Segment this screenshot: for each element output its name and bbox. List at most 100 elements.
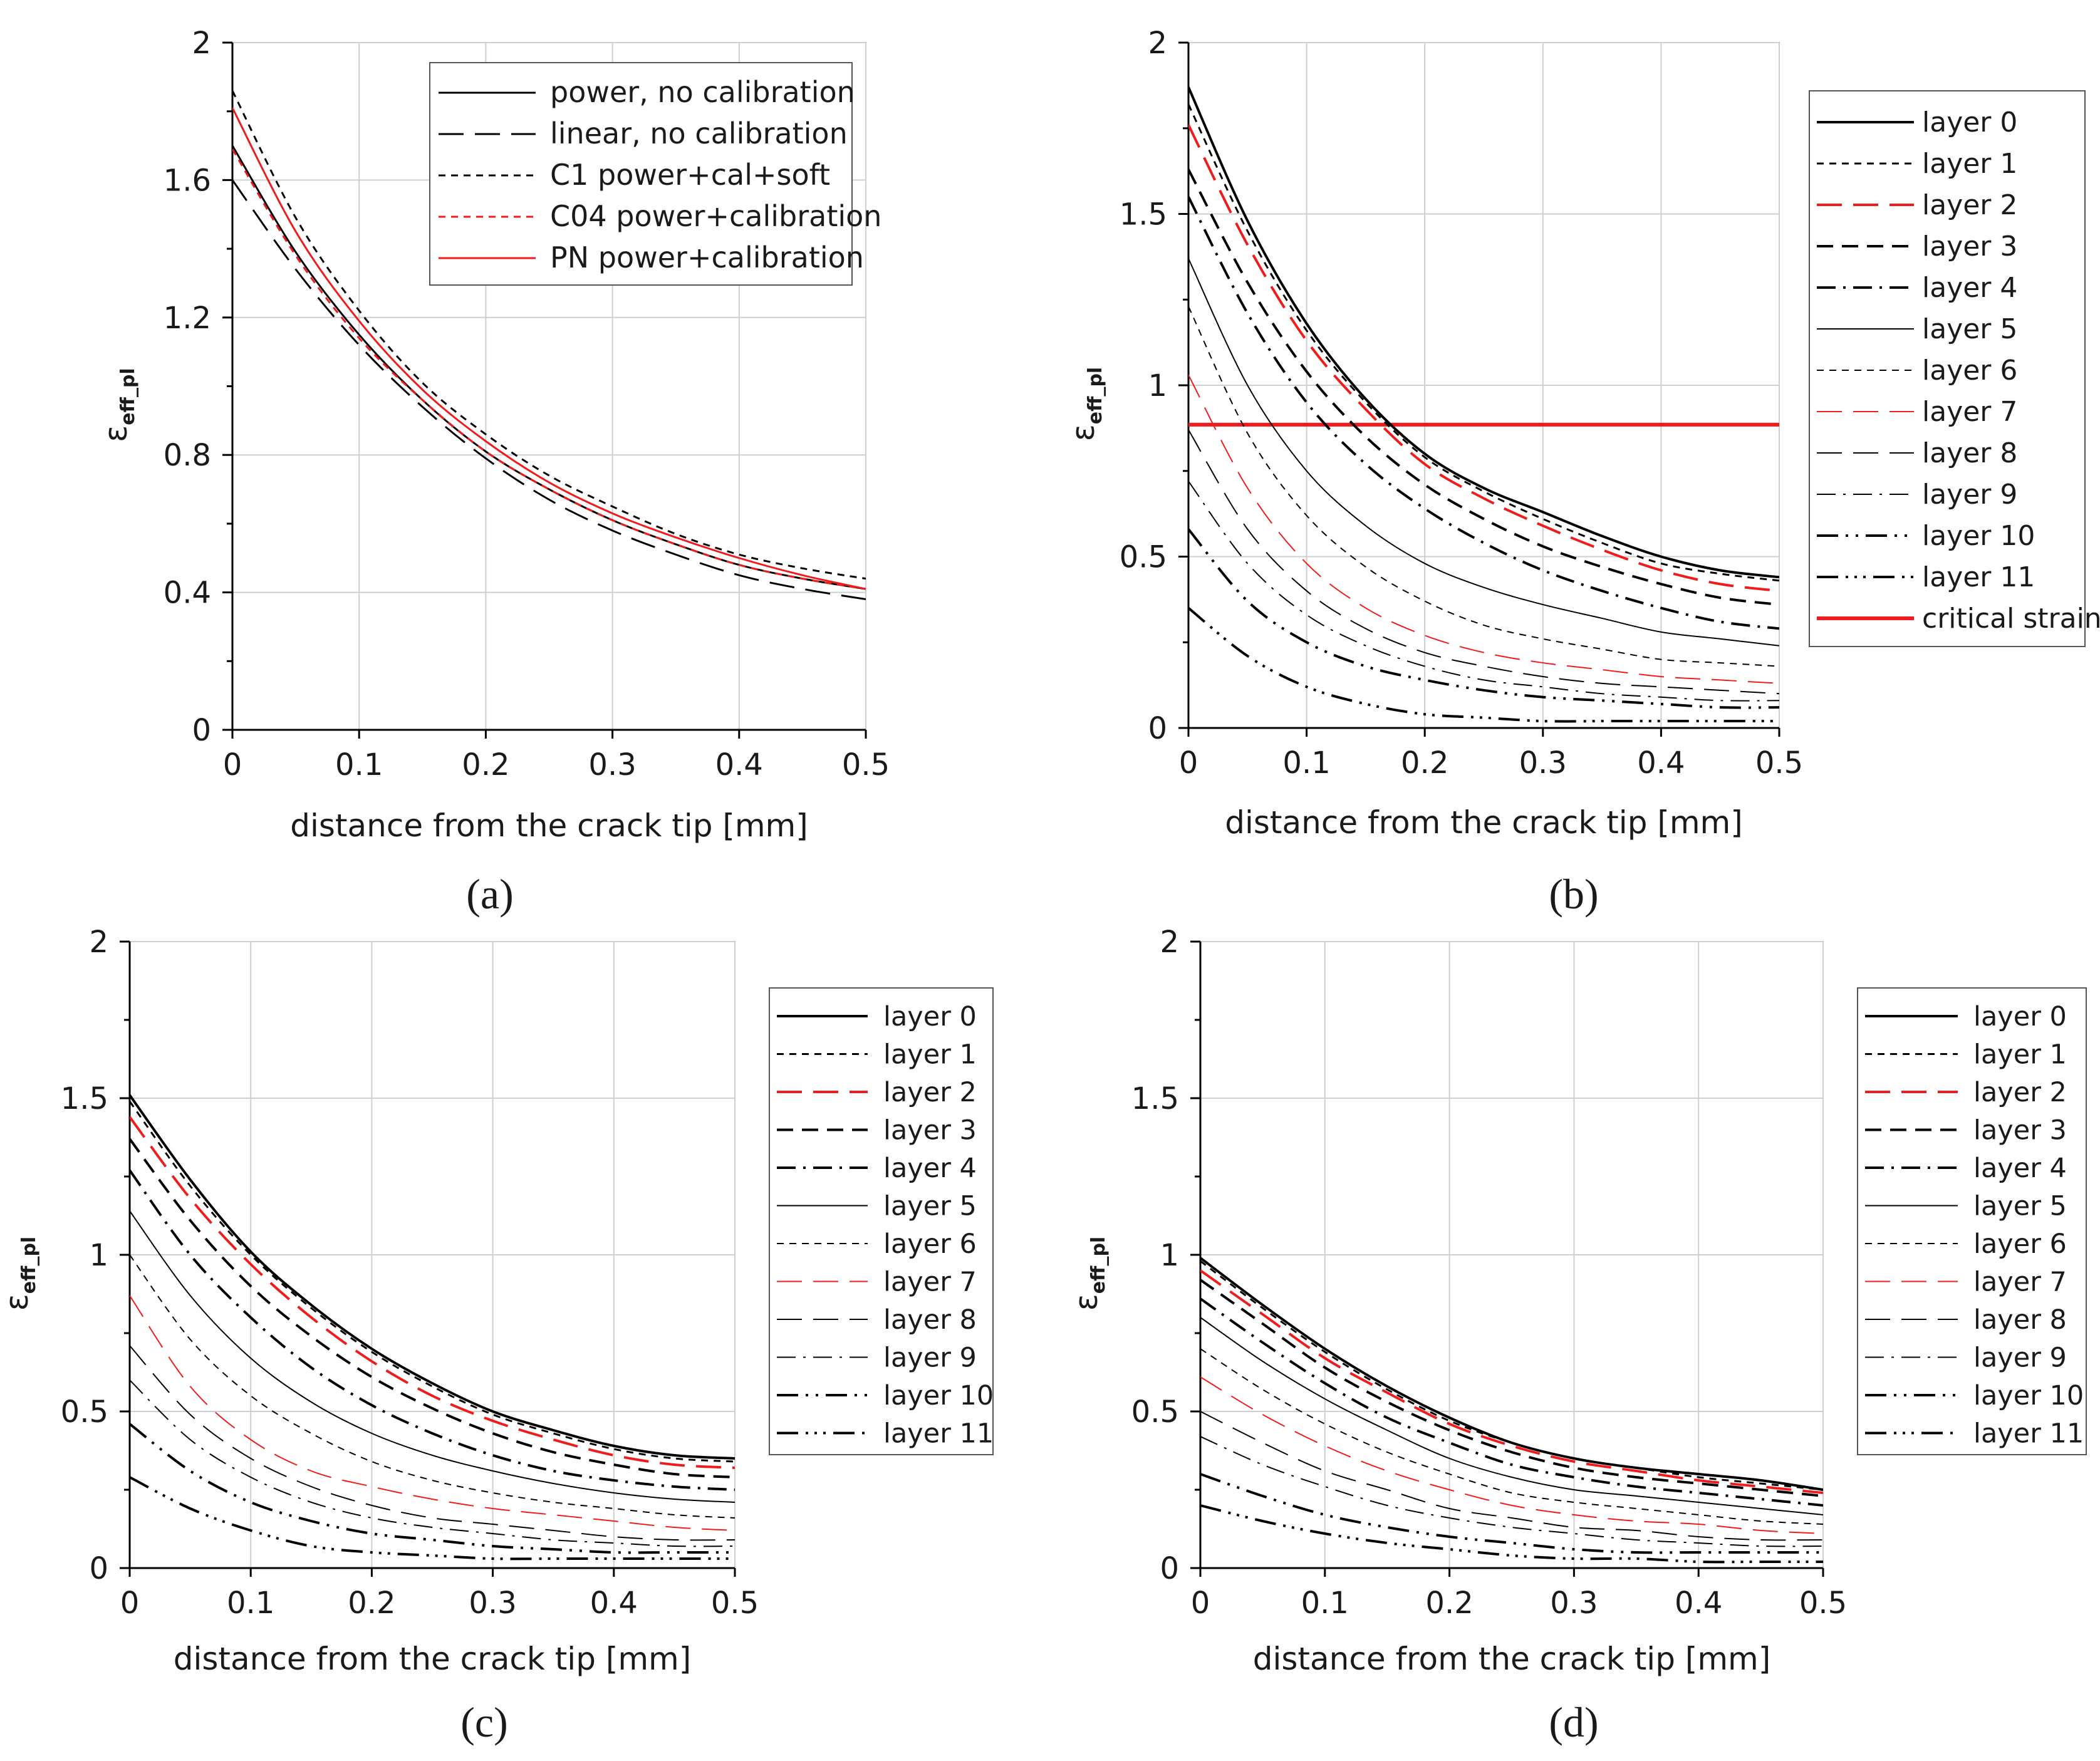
legend-label: layer 9 bbox=[1922, 479, 2017, 511]
y-tick-label: 0.5 bbox=[61, 1395, 108, 1430]
x-axis-label: distance from the crack tip [mm] bbox=[174, 1641, 692, 1677]
y-tick-label: 0 bbox=[89, 1551, 108, 1586]
x-tick-label: 0.5 bbox=[711, 1586, 759, 1621]
x-tick-label: 0.4 bbox=[1637, 745, 1685, 781]
panel-label: (c) bbox=[460, 1698, 507, 1746]
series-line-pn-power-calibration bbox=[232, 107, 866, 590]
legend-label: layer 7 bbox=[1922, 396, 2017, 428]
series-line-layer-5 bbox=[1200, 1317, 1823, 1515]
legend-label: C1 power+cal+soft bbox=[550, 158, 830, 192]
legend: layer 0 layer 1 layer 2 layer 3 layer 4 layer… bbox=[1809, 90, 2100, 647]
x-tick-label: 0.2 bbox=[1425, 1586, 1473, 1621]
series-line-layer-5 bbox=[1188, 258, 1779, 647]
legend-label: layer 9 bbox=[1973, 1343, 2067, 1374]
series-line-c1-power-cal-soft bbox=[232, 90, 866, 580]
x-tick-label: 0.3 bbox=[1550, 1586, 1598, 1621]
legend-label: layer 11 bbox=[1922, 561, 2035, 593]
y-tick-label: 1 bbox=[89, 1238, 108, 1273]
x-tick-label: 0 bbox=[1179, 745, 1198, 781]
y-tick-label: 0.5 bbox=[1120, 540, 1167, 575]
series-line-layer-0 bbox=[1200, 1257, 1823, 1491]
series-line-layer-10 bbox=[1188, 528, 1779, 709]
legend-label: layer 8 bbox=[1922, 437, 2017, 469]
y-tick-label: 0 bbox=[1160, 1551, 1179, 1586]
x-axis-label: distance from the crack tip [mm] bbox=[1225, 804, 1743, 841]
legend-label: layer 5 bbox=[1973, 1191, 2067, 1222]
series-line-layer-7 bbox=[1200, 1376, 1823, 1534]
chart-panel-b: 0 0.1 0.2 0.3 0.4 0.5 0 0.5 1 1.5 2 distance from t… bbox=[1065, 26, 2100, 918]
y-axis-symbol: ε bbox=[98, 425, 134, 442]
y-axis-subscript: eff_pl bbox=[1088, 1237, 1110, 1294]
y-axis-label: εeff_pl bbox=[1065, 367, 1106, 441]
legend-label: layer 3 bbox=[1922, 231, 2017, 262]
y-axis-label: εeff_pl bbox=[98, 368, 139, 442]
series-line-layer-9 bbox=[130, 1379, 735, 1547]
x-tick-label: 0.3 bbox=[588, 747, 636, 782]
legend-label: layer 6 bbox=[1973, 1229, 2067, 1260]
legend-label: layer 3 bbox=[883, 1115, 977, 1146]
y-axis-subscript: eff_pl bbox=[18, 1237, 40, 1294]
series-line-layer-11 bbox=[130, 1476, 735, 1561]
y-axis-label: εeff_pl bbox=[0, 1237, 40, 1311]
panel-label: (d) bbox=[1549, 1698, 1598, 1746]
series-line-layer-4 bbox=[1188, 196, 1779, 630]
legend-box bbox=[1809, 90, 2086, 647]
legend-label: layer 0 bbox=[883, 1001, 977, 1032]
x-tick-label: 0.4 bbox=[715, 747, 763, 782]
y-tick-label: 2 bbox=[1148, 26, 1167, 61]
series-line-layer-2 bbox=[130, 1116, 735, 1469]
legend-label: layer 10 bbox=[1973, 1380, 2084, 1411]
series-line-layer-3 bbox=[1188, 169, 1779, 606]
legend-label: layer 2 bbox=[1973, 1077, 2067, 1108]
series-line-layer-9 bbox=[1188, 481, 1779, 702]
legend-label: layer 8 bbox=[1973, 1304, 2067, 1336]
legend-label: layer 0 bbox=[1973, 1001, 2067, 1032]
series-line-layer-4 bbox=[130, 1169, 735, 1491]
y-tick-label: 1.2 bbox=[164, 301, 211, 336]
legend-label: layer 4 bbox=[883, 1153, 977, 1184]
series-line-layer-1 bbox=[1188, 103, 1779, 582]
legend-label: power, no calibration bbox=[550, 75, 855, 109]
series-line-c04-power-calibration bbox=[232, 148, 866, 590]
y-tick-label: 2 bbox=[192, 26, 211, 61]
series-line-layer-7 bbox=[130, 1295, 735, 1531]
chart-panel-a: 0 0.1 0.2 0.3 0.4 0.5 0 0.4 0.8 1.2 1.6 2 distance f… bbox=[98, 26, 890, 918]
series-line-layer-3 bbox=[130, 1138, 735, 1478]
series-line-layer-4 bbox=[1200, 1297, 1823, 1507]
y-tick-label: 2 bbox=[89, 925, 108, 960]
legend-label: layer 1 bbox=[1922, 148, 2017, 180]
x-tick-label: 0.1 bbox=[1282, 745, 1330, 781]
x-tick-label: 0 bbox=[120, 1586, 140, 1621]
legend-label: layer 9 bbox=[883, 1343, 977, 1374]
series-line-layer-1 bbox=[1200, 1260, 1823, 1491]
x-tick-label: 0.2 bbox=[462, 747, 509, 782]
series-line-layer-10 bbox=[130, 1423, 735, 1554]
series-line-layer-11 bbox=[1200, 1504, 1823, 1564]
x-tick-label: 0.4 bbox=[1675, 1586, 1722, 1621]
legend-label: layer 6 bbox=[1922, 355, 2017, 387]
legend-label: linear, no calibration bbox=[550, 117, 848, 150]
series-line-layer-2 bbox=[1188, 124, 1779, 593]
x-tick-label: 0.5 bbox=[1799, 1586, 1847, 1621]
x-tick-label: 0.5 bbox=[842, 747, 890, 782]
series-line-layer-6 bbox=[130, 1254, 735, 1519]
x-axis-label: distance from the crack tip [mm] bbox=[1253, 1641, 1771, 1677]
x-tick-label: 0.3 bbox=[1519, 745, 1567, 781]
legend-label: C04 power+calibration bbox=[550, 199, 881, 233]
series-line-linear-no-calibration bbox=[232, 179, 866, 601]
legend-label: layer 7 bbox=[883, 1267, 977, 1298]
x-tick-label: 0.1 bbox=[227, 1586, 274, 1621]
legend: layer 0 layer 1 layer 2 layer 3 layer 4 layer… bbox=[769, 987, 994, 1455]
x-axis-label: distance from the crack tip [mm] bbox=[290, 808, 808, 844]
series-line-layer-0 bbox=[130, 1094, 735, 1460]
legend-label: layer 10 bbox=[883, 1380, 994, 1411]
x-tick-label: 0.5 bbox=[1755, 745, 1803, 781]
y-tick-label: 0.4 bbox=[164, 576, 211, 611]
series-line-layer-10 bbox=[1200, 1473, 1823, 1554]
legend-label: layer 4 bbox=[1973, 1153, 2067, 1184]
y-tick-label: 1.5 bbox=[1131, 1081, 1179, 1116]
legend-label: layer 8 bbox=[883, 1304, 977, 1336]
legend-box bbox=[1857, 987, 2087, 1455]
legend-label: layer 10 bbox=[1922, 520, 2035, 552]
